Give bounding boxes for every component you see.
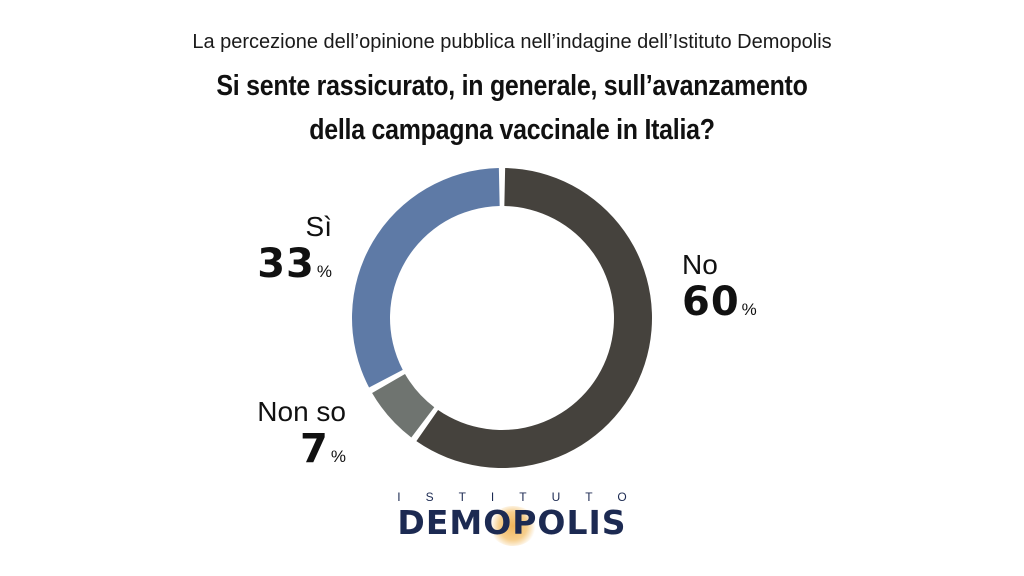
slice-value-non-so: 7% xyxy=(257,427,346,480)
slice-category-si: Sì xyxy=(305,211,332,242)
slice-number-non-so: 7 xyxy=(300,426,329,472)
chart-subtitle: La percezione dell’opinione pubblica nel… xyxy=(192,31,832,53)
slice-unit-si: % xyxy=(316,262,332,281)
donut-slice-no xyxy=(416,168,652,469)
slice-label-non-so: Non so 7% xyxy=(257,397,346,480)
logo-wordmark: DEMOPOLIS xyxy=(397,503,627,546)
slice-label-no: No 60% xyxy=(682,250,757,333)
slice-number-si: 33 xyxy=(257,241,315,287)
donut-slice-s xyxy=(351,168,500,388)
slice-value-si: 33% xyxy=(257,242,332,295)
slice-unit-non-so: % xyxy=(330,447,346,466)
demopolis-logo: ISTITUTO DEMOPOLIS xyxy=(0,490,1024,546)
slice-label-si: Sì 33% xyxy=(257,212,332,295)
chart-title-line-1: Si sente rassicurato, in generale, sull’… xyxy=(216,70,808,102)
logo-main-text: DEMOPOLIS xyxy=(397,503,627,542)
logo-glow-mark xyxy=(489,506,538,546)
logo-top-text: ISTITUTO xyxy=(397,490,652,504)
slice-number-no: 60 xyxy=(682,279,740,325)
chart-title: Si sente rassicurato, in generale, sull’… xyxy=(72,64,953,152)
slice-value-no: 60% xyxy=(682,280,757,333)
donut-slice-non-so xyxy=(372,374,435,438)
slice-category-non-so: Non so xyxy=(257,396,346,427)
slice-category-no: No xyxy=(682,249,718,280)
slice-unit-no: % xyxy=(741,300,757,319)
donut-slices xyxy=(351,168,652,469)
chart-title-line-2: della campagna vaccinale in Italia? xyxy=(309,114,715,146)
